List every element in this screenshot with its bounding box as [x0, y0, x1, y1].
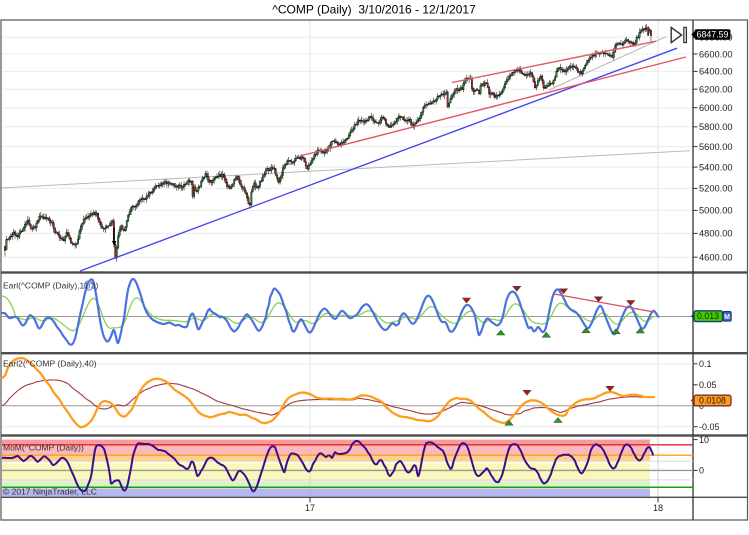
svg-text:-0.05: -0.05: [699, 422, 720, 432]
svg-text:Earl2(^COMP (Daily),40): Earl2(^COMP (Daily),40): [3, 359, 97, 369]
svg-text:6000.00: 6000.00: [699, 103, 733, 113]
svg-text:M: M: [724, 314, 730, 321]
svg-text:0: 0: [699, 466, 704, 476]
svg-text:6200.00: 6200.00: [699, 85, 733, 95]
svg-text:18: 18: [653, 503, 663, 513]
svg-text:17: 17: [305, 503, 315, 513]
svg-text:5600.00: 5600.00: [699, 142, 733, 152]
svg-text:5000.00: 5000.00: [699, 206, 733, 216]
svg-text:Earl(^COMP (Daily),11/3): Earl(^COMP (Daily),11/3): [3, 281, 98, 291]
svg-text:5200.00: 5200.00: [699, 184, 733, 194]
svg-text:10: 10: [699, 435, 709, 445]
svg-text:4800.00: 4800.00: [699, 229, 733, 239]
svg-text:0.0108: 0.0108: [699, 395, 726, 405]
svg-text:4600.00: 4600.00: [699, 253, 733, 263]
svg-text:0.013: 0.013: [697, 311, 719, 321]
svg-text:0.05: 0.05: [699, 380, 717, 390]
svg-text:6400.00: 6400.00: [699, 67, 733, 77]
svg-text:0.1: 0.1: [699, 359, 712, 369]
svg-text:5800.00: 5800.00: [699, 122, 733, 132]
svg-text:^COMP (Daily) 3/10/2016 - 12/: ^COMP (Daily) 3/10/2016 - 12/1/2017: [272, 3, 476, 17]
svg-text:© 2017 NinjaTrader, LLC: © 2017 NinjaTrader, LLC: [3, 486, 97, 496]
svg-text:6847.59: 6847.59: [697, 29, 729, 39]
svg-text:6600.00: 6600.00: [699, 49, 733, 59]
svg-text:MoM(^COMP (Daily)): MoM(^COMP (Daily)): [3, 443, 84, 453]
svg-text:5400.00: 5400.00: [699, 162, 733, 172]
